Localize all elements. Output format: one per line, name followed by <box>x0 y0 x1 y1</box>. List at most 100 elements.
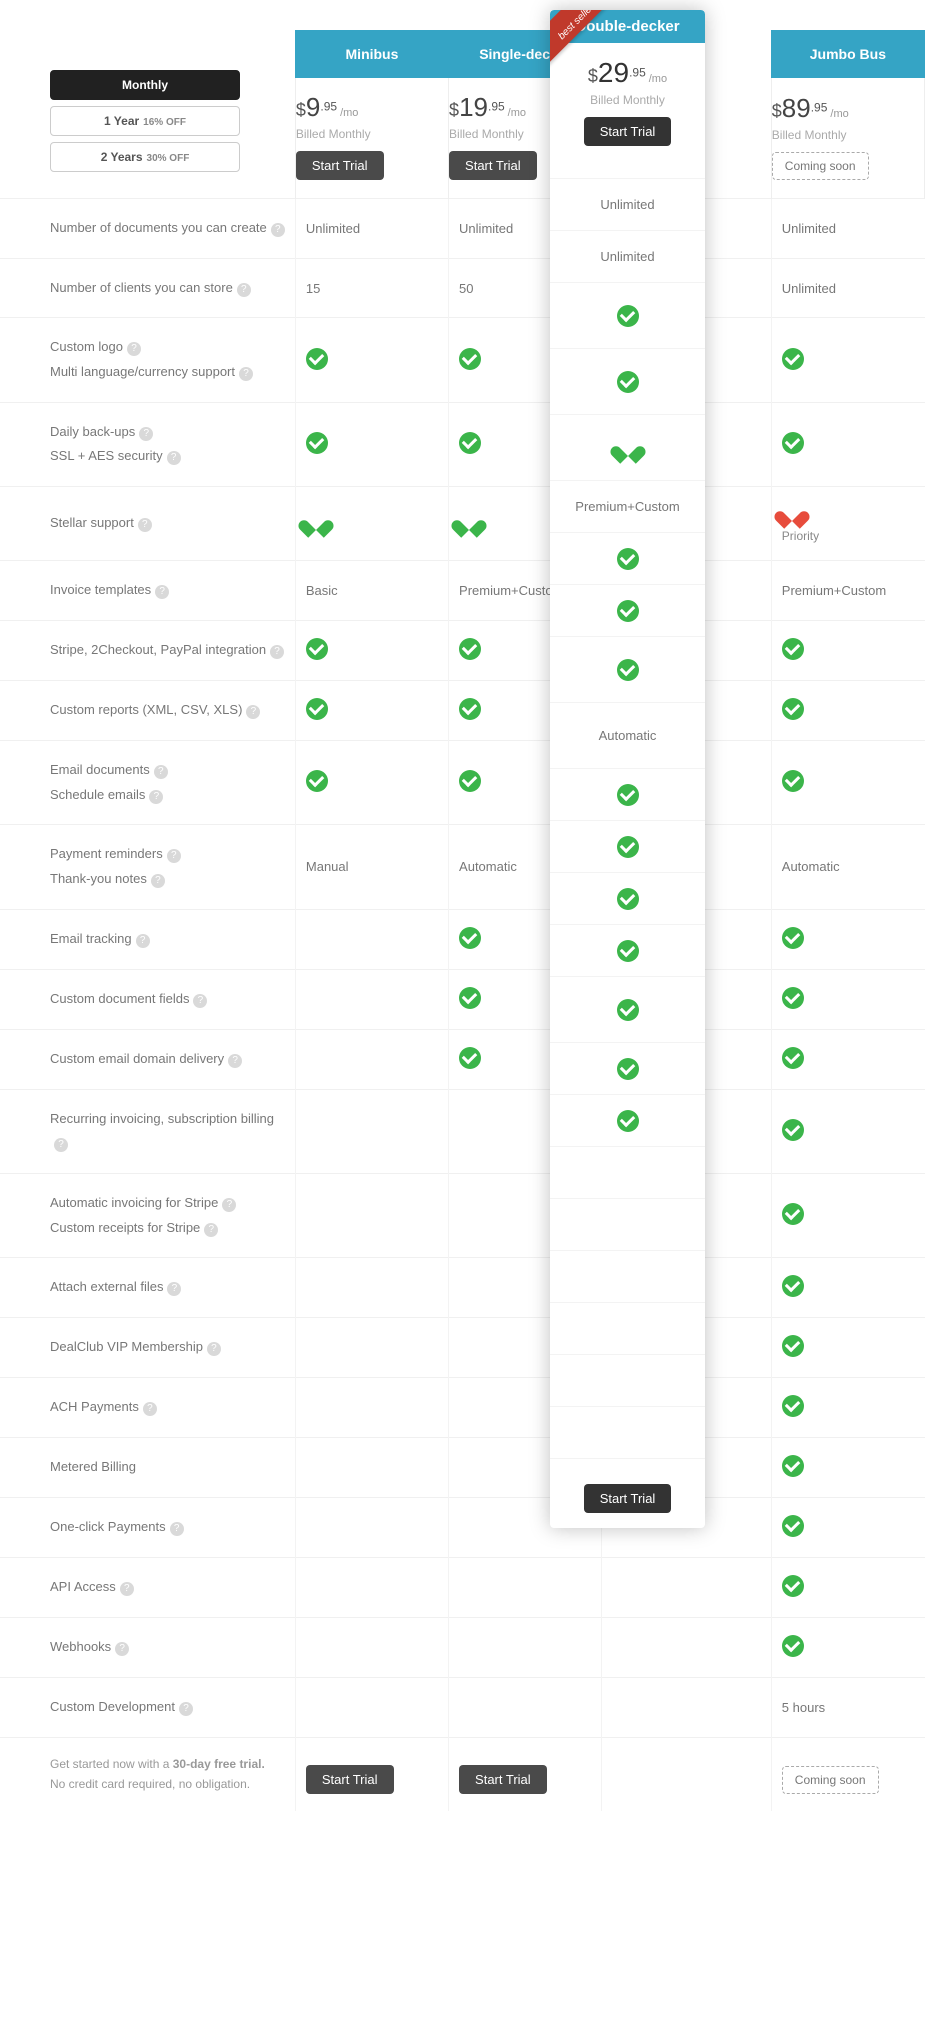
billing-option-1[interactable]: 1 Year16% OFF <box>50 106 240 136</box>
check-icon <box>782 432 804 454</box>
check-icon <box>459 927 481 949</box>
check-icon <box>617 371 639 393</box>
feature-row: One-click Payments? <box>0 1498 925 1558</box>
help-icon[interactable]: ? <box>170 1522 184 1536</box>
featured-cell <box>550 924 705 976</box>
feature-cell: 5 hours <box>771 1678 924 1738</box>
feature-cell <box>771 1438 924 1498</box>
check-icon <box>306 638 328 660</box>
help-icon[interactable]: ? <box>154 765 168 779</box>
footer-text: Get started now with a 30-day free trial… <box>0 1738 295 1812</box>
feature-label: Custom Development? <box>0 1678 295 1738</box>
check-icon <box>459 770 481 792</box>
cta-single[interactable]: Start Trial <box>449 151 537 180</box>
feature-label: API Access? <box>0 1558 295 1618</box>
help-icon[interactable]: ? <box>271 223 285 237</box>
check-icon <box>782 1047 804 1069</box>
help-icon[interactable]: ? <box>139 427 153 441</box>
check-icon <box>782 1575 804 1597</box>
featured-cell: Unlimited <box>550 178 705 230</box>
check-icon <box>617 1110 639 1132</box>
plan-price-minibus: $9.95/moBilled MonthlyStart Trial <box>295 78 448 199</box>
help-icon[interactable]: ? <box>179 1702 193 1716</box>
feature-cell <box>295 740 448 824</box>
feature-cell: Unlimited <box>295 199 448 259</box>
help-icon[interactable]: ? <box>155 585 169 599</box>
feature-cell <box>771 1029 924 1089</box>
help-icon[interactable]: ? <box>149 790 163 804</box>
check-icon <box>782 1203 804 1225</box>
feature-label: Email tracking? <box>0 909 295 969</box>
help-icon[interactable]: ? <box>239 367 253 381</box>
feature-label: Custom email domain delivery? <box>0 1029 295 1089</box>
help-icon[interactable]: ? <box>222 1198 236 1212</box>
help-icon[interactable]: ? <box>151 874 165 888</box>
featured-cell <box>550 1250 705 1302</box>
help-icon[interactable]: ? <box>143 1402 157 1416</box>
cta-minibus[interactable]: Start Trial <box>296 151 384 180</box>
feature-label: Payment reminders?Thank-you notes? <box>0 825 295 909</box>
help-icon[interactable]: ? <box>136 934 150 948</box>
footer-cta[interactable]: Start Trial <box>306 1765 394 1794</box>
help-icon[interactable]: ? <box>270 645 284 659</box>
help-icon[interactable]: ? <box>167 1282 181 1296</box>
billing-option-0[interactable]: Monthly <box>50 70 240 100</box>
check-icon <box>782 1515 804 1537</box>
feature-cell <box>602 1558 772 1618</box>
featured-cell <box>550 768 705 820</box>
check-icon <box>306 770 328 792</box>
help-icon[interactable]: ? <box>207 1342 221 1356</box>
feature-row: Webhooks? <box>0 1618 925 1678</box>
feature-row: Custom document fields? <box>0 969 925 1029</box>
footer-cta[interactable]: Start Trial <box>459 1765 547 1794</box>
pricing-wrapper: Monthly1 Year16% OFF2 Years30% OFF Minib… <box>0 0 925 1841</box>
feature-row: Number of documents you can create?Unlim… <box>0 199 925 259</box>
feature-cell <box>771 909 924 969</box>
feature-label: Custom reports (XML, CSV, XLS)? <box>0 680 295 740</box>
footer-cta-double[interactable]: Start Trial <box>584 1484 672 1513</box>
start-trial-button-double[interactable]: Start Trial <box>584 117 672 146</box>
feature-cell <box>602 1618 772 1678</box>
help-icon[interactable]: ? <box>138 518 152 532</box>
check-icon <box>459 698 481 720</box>
help-icon[interactable]: ? <box>228 1054 242 1068</box>
feature-label: Metered Billing <box>0 1438 295 1498</box>
feature-cell <box>295 620 448 680</box>
help-icon[interactable]: ? <box>204 1223 218 1237</box>
feature-row: Attach external files? <box>0 1258 925 1318</box>
feature-cell <box>449 1558 602 1618</box>
check-icon <box>782 1455 804 1477</box>
cta-jumbo: Coming soon <box>772 152 869 180</box>
feature-cell <box>771 620 924 680</box>
featured-cell <box>550 532 705 584</box>
check-icon <box>782 1395 804 1417</box>
help-icon[interactable]: ? <box>167 849 181 863</box>
help-icon[interactable]: ? <box>237 283 251 297</box>
feature-cell <box>771 1498 924 1558</box>
featured-column: best seller Double-decker $29.95/mo Bill… <box>550 10 705 1528</box>
heart-icon <box>306 513 326 531</box>
currency: $ <box>588 66 598 86</box>
help-icon[interactable]: ? <box>127 342 141 356</box>
check-icon <box>459 1047 481 1069</box>
check-icon <box>459 348 481 370</box>
heart-icon <box>782 504 802 522</box>
help-icon[interactable]: ? <box>193 994 207 1008</box>
feature-row: ACH Payments? <box>0 1378 925 1438</box>
footer-cta-cell: Coming soon <box>771 1738 924 1812</box>
footer-cta: Coming soon <box>782 1766 879 1794</box>
feature-label: Stellar support? <box>0 487 295 561</box>
feature-label: Stripe, 2Checkout, PayPal integration? <box>0 620 295 680</box>
plan-header-row: Monthly1 Year16% OFF2 Years30% OFF Minib… <box>0 30 925 78</box>
check-icon <box>459 638 481 660</box>
feature-cell <box>295 1089 448 1173</box>
help-icon[interactable]: ? <box>54 1138 68 1152</box>
feature-cell <box>771 1318 924 1378</box>
help-icon[interactable]: ? <box>120 1582 134 1596</box>
feature-cell <box>295 680 448 740</box>
help-icon[interactable]: ? <box>167 451 181 465</box>
help-icon[interactable]: ? <box>115 1642 129 1656</box>
footer-cta-cell: Start Trial <box>295 1738 448 1812</box>
billing-option-2[interactable]: 2 Years30% OFF <box>50 142 240 172</box>
help-icon[interactable]: ? <box>246 705 260 719</box>
